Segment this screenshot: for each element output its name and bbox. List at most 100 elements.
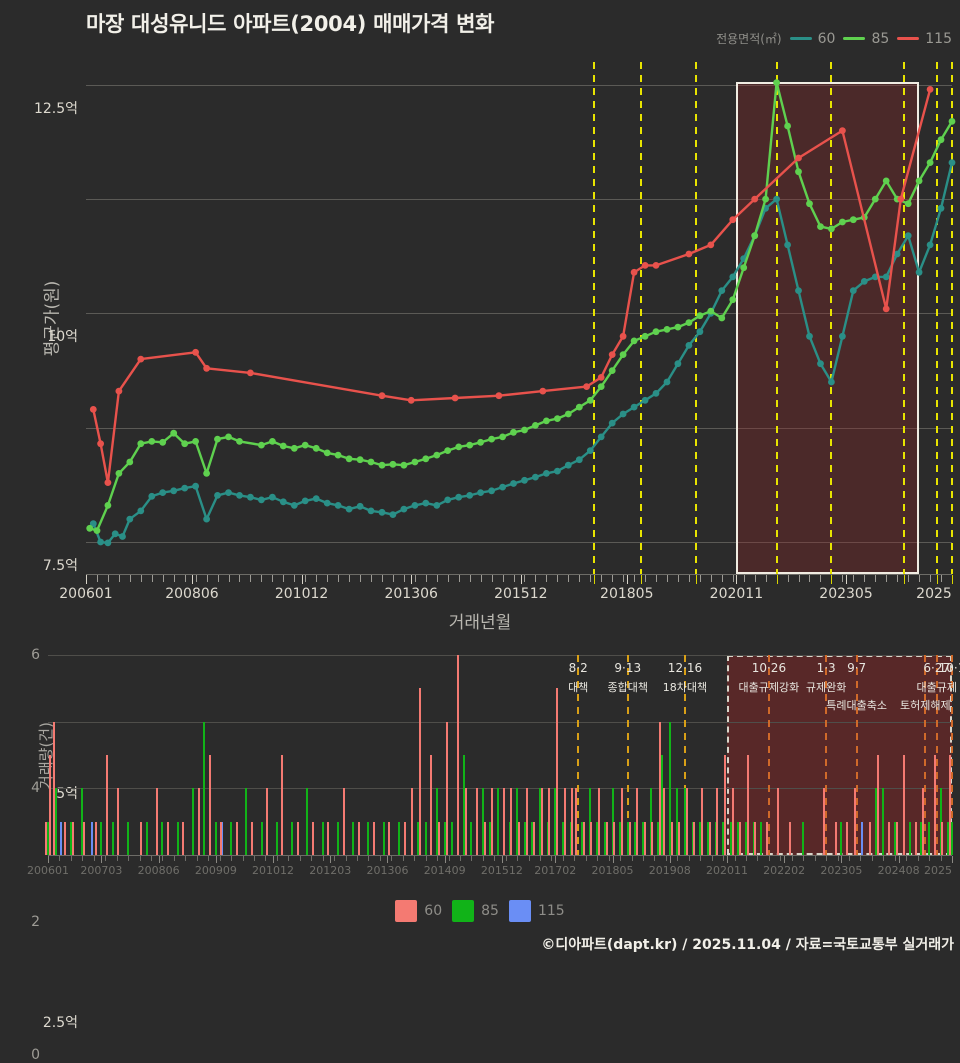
price-data-point[interactable] (718, 287, 726, 294)
price-data-point[interactable] (784, 122, 791, 130)
price-data-point[interactable] (104, 539, 112, 547)
volume-bar[interactable] (569, 821, 572, 855)
volume-bar[interactable] (281, 755, 284, 855)
volume-bar[interactable] (668, 721, 671, 855)
price-data-point[interactable] (455, 443, 463, 451)
price-data-point[interactable] (488, 487, 495, 495)
price-data-point[interactable] (192, 348, 199, 356)
volume-bar[interactable] (445, 721, 448, 855)
price-data-point[interactable] (97, 538, 104, 546)
volume-bar[interactable] (430, 755, 433, 855)
price-data-point[interactable] (663, 378, 671, 386)
price-data-point[interactable] (301, 441, 309, 449)
price-data-point[interactable] (323, 449, 331, 457)
volume-bar[interactable] (548, 788, 551, 855)
price-data-point[interactable] (225, 489, 232, 496)
volume-bar[interactable] (508, 821, 511, 855)
volume-bar[interactable] (127, 821, 130, 855)
volume-bar[interactable] (81, 788, 84, 855)
price-data-point[interactable] (652, 390, 660, 397)
volume-bar[interactable] (723, 755, 726, 855)
price-data-point[interactable] (499, 483, 506, 491)
volume-bar[interactable] (754, 821, 757, 855)
price-data-point[interactable] (312, 495, 320, 502)
volume-bar[interactable] (214, 821, 217, 855)
price-data-point[interactable] (564, 410, 572, 418)
volume-bar[interactable] (554, 788, 557, 855)
price-data-point[interactable] (926, 159, 934, 166)
price-data-point[interactable] (444, 496, 452, 504)
volume-bar[interactable] (250, 821, 253, 855)
volume-bar[interactable] (167, 821, 170, 855)
price-data-point[interactable] (400, 505, 408, 513)
volume-bar[interactable] (483, 821, 486, 855)
volume-bar[interactable] (437, 821, 440, 855)
price-data-point[interactable] (407, 396, 415, 404)
volume-bar[interactable] (52, 721, 55, 855)
price-data-point[interactable] (137, 440, 145, 448)
price-data-point[interactable] (466, 441, 474, 449)
price-data-point[interactable] (89, 406, 97, 413)
price-data-point[interactable] (148, 438, 156, 445)
price-data-point[interactable] (630, 337, 638, 345)
volume-bar[interactable] (657, 821, 660, 855)
volume-bar[interactable] (699, 821, 702, 855)
volume-bar[interactable] (140, 821, 143, 855)
price-data-point[interactable] (539, 387, 547, 395)
price-data-point[interactable] (663, 326, 671, 333)
volume-bar[interactable] (71, 821, 74, 855)
volume-bar[interactable] (788, 821, 791, 855)
volume-bar[interactable] (659, 721, 662, 855)
volume-bar[interactable] (620, 788, 623, 855)
price-data-point[interactable] (608, 351, 616, 358)
price-data-point[interactable] (849, 287, 857, 294)
price-data-point[interactable] (203, 364, 210, 372)
volume-bar[interactable] (693, 821, 696, 855)
volume-bar[interactable] (117, 788, 120, 855)
price-data-point[interactable] (290, 502, 298, 509)
price-data-point[interactable] (137, 507, 145, 515)
volume-bar[interactable] (106, 755, 109, 855)
price-data-point[interactable] (192, 438, 199, 445)
volume-bar[interactable] (69, 821, 72, 855)
price-data-point[interactable] (674, 323, 682, 331)
price-data-point[interactable] (597, 433, 605, 441)
price-data-point[interactable] (269, 438, 276, 445)
price-data-point[interactable] (532, 473, 539, 481)
volume-bar[interactable] (853, 788, 856, 855)
volume-bar[interactable] (197, 788, 200, 855)
price-data-point[interactable] (893, 250, 901, 258)
volume-bar[interactable] (540, 788, 543, 855)
volume-bar[interactable] (561, 821, 564, 855)
price-data-point[interactable] (817, 223, 824, 231)
price-data-point[interactable] (119, 533, 126, 540)
volume-bar[interactable] (706, 821, 709, 855)
volume-bar[interactable] (588, 788, 591, 855)
price-data-point[interactable] (543, 417, 550, 425)
price-data-point[interactable] (860, 278, 868, 285)
price-data-point[interactable] (389, 511, 397, 518)
price-data-point[interactable] (740, 264, 748, 272)
price-data-point[interactable] (247, 369, 254, 377)
volume-bar[interactable] (737, 821, 740, 855)
volume-bar[interactable] (100, 821, 103, 855)
price-data-point[interactable] (269, 493, 276, 501)
price-data-point[interactable] (477, 489, 484, 496)
price-data-point[interactable] (214, 435, 221, 443)
volume-bar[interactable] (235, 821, 238, 855)
price-data-point[interactable] (828, 225, 835, 233)
price-data-point[interactable] (203, 515, 210, 523)
volume-bar[interactable] (941, 821, 944, 855)
top-legend-item-115[interactable]: 115 (897, 31, 952, 47)
price-data-point[interactable] (400, 461, 408, 469)
bottom-legend-item-85[interactable]: 85 (452, 900, 499, 922)
volume-bar[interactable] (230, 821, 233, 855)
volume-bar[interactable] (765, 821, 768, 855)
volume-bar[interactable] (920, 821, 923, 855)
volume-bar[interactable] (352, 821, 355, 855)
price-data-point[interactable] (773, 195, 780, 203)
volume-bar[interactable] (951, 821, 953, 855)
volume-bar[interactable] (708, 821, 711, 855)
volume-bar[interactable] (571, 788, 574, 855)
volume-bar[interactable] (491, 788, 494, 855)
